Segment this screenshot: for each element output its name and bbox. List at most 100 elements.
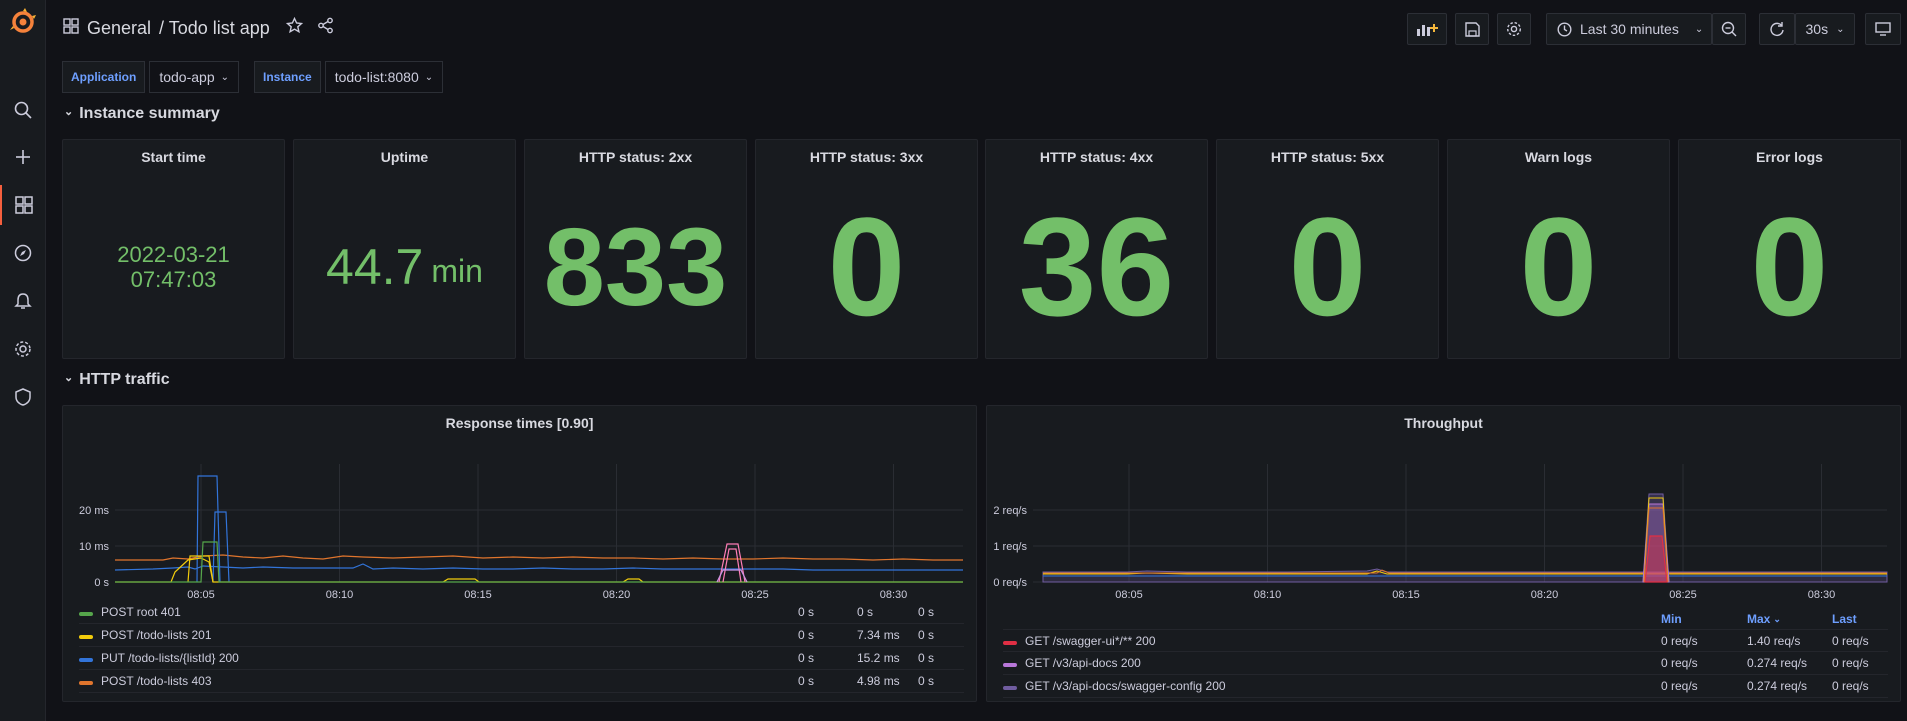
legend-header-min[interactable]: Min xyxy=(1661,612,1682,626)
dashboards-icon[interactable] xyxy=(0,185,46,225)
series-line xyxy=(212,511,230,583)
legend-max: 0.274 req/s xyxy=(1747,679,1808,693)
grafana-logo-icon[interactable] xyxy=(0,2,46,42)
stat-panel-start-time[interactable]: Start time 2022-03-21 07:47:03 xyxy=(62,139,285,359)
legend-series-name: POST /todo-lists 403 xyxy=(101,674,212,688)
page-title[interactable]: / Todo list app xyxy=(159,17,270,38)
throughput-legend: Min Max ⌄ Last GET /swagger-ui*/** 200 0 … xyxy=(1003,609,1888,699)
stat-panel-http-2xx[interactable]: HTTP status: 2xx 833 xyxy=(524,139,747,359)
legend-header-max-label: Max xyxy=(1747,612,1771,626)
panel-title: HTTP status: 3xx xyxy=(809,149,924,165)
share-icon[interactable] xyxy=(317,17,334,39)
legend-header-last[interactable]: Last xyxy=(1832,612,1857,626)
gear-icon[interactable] xyxy=(0,329,46,369)
legend-min: 0 req/s xyxy=(1661,633,1698,648)
chevron-down-icon: ⌄ xyxy=(64,371,74,384)
stat-panel-http-5xx[interactable]: HTTP status: 5xx 0 xyxy=(1216,139,1439,359)
refresh-interval-picker[interactable]: 30s ⌄ xyxy=(1795,13,1855,45)
application-select[interactable]: todo-app ⌄ xyxy=(149,61,240,93)
legend-swatch xyxy=(1003,640,1017,645)
series-line xyxy=(115,554,963,561)
response-times-chart[interactable]: 0 s 10 ms 20 ms 08:05 08:10 08:15 08:20 08:25 0… xyxy=(63,446,976,626)
legend-swatch xyxy=(79,658,93,662)
stat-value: 833 xyxy=(543,205,728,329)
panel-title: HTTP status: 2xx xyxy=(578,149,693,165)
y-tick-label: 1 req/s xyxy=(993,541,1027,553)
legend-swatch xyxy=(79,635,93,639)
legend-swatch xyxy=(1003,686,1017,690)
legend-max: 4.98 ms xyxy=(857,674,900,688)
dashboard-settings-button[interactable] xyxy=(1497,13,1531,45)
legend-last: 0 s xyxy=(918,651,935,665)
legend-series-name: GET /swagger-ui*/** 200 xyxy=(1025,633,1156,648)
refresh-button[interactable] xyxy=(1759,13,1795,45)
save-dashboard-button[interactable] xyxy=(1455,13,1489,45)
throughput-chart[interactable]: 0 req/s 1 req/s 2 req/s 08:05 08:10 08:15 08:… xyxy=(987,446,1900,626)
legend-row[interactable]: GET /v3/api-docs 200 0 req/s 0.274 req/s… xyxy=(1003,652,1888,675)
shield-icon[interactable] xyxy=(0,377,46,417)
legend-max: 7.34 ms xyxy=(857,628,900,642)
legend-row[interactable]: GET /swagger-ui*/** 200 0 req/s 1.40 req… xyxy=(1003,629,1888,652)
stat-panel-http-4xx[interactable]: HTTP status: 4xx 36 xyxy=(985,139,1208,359)
legend-swatch xyxy=(79,681,93,685)
stat-panel-error-logs[interactable]: Error logs 0 xyxy=(1678,139,1901,359)
panel-title: Error logs xyxy=(1756,149,1823,165)
panel-title: Warn logs xyxy=(1524,149,1593,165)
x-tick-label: 08:30 xyxy=(1808,589,1836,601)
stat-panel-warn-logs[interactable]: Warn logs 0 xyxy=(1447,139,1670,359)
top-bar: General / Todo list app Last 30 minutes … xyxy=(46,0,1907,58)
instance-select[interactable]: todo-list:8080 ⌄ xyxy=(324,61,444,93)
legend-min: 0 req/s xyxy=(1661,679,1698,693)
panel-title: HTTP status: 5xx xyxy=(1270,149,1385,165)
chevron-down-icon: ⌄ xyxy=(64,105,74,118)
cycle-view-mode-button[interactable] xyxy=(1865,13,1901,45)
search-icon[interactable] xyxy=(0,90,46,130)
stat-value-time: 07:47:03 xyxy=(130,267,217,292)
stat-value: 0 xyxy=(1519,188,1598,345)
series-line xyxy=(1643,507,1669,583)
legend-row[interactable]: POST /todo-lists 403 0 s 4.98 ms 0 s xyxy=(79,670,964,693)
dashboards-grid-icon xyxy=(63,17,79,39)
x-tick-label: 08:15 xyxy=(1392,589,1420,601)
zoom-out-button[interactable] xyxy=(1712,13,1746,45)
series-line xyxy=(722,548,742,583)
y-tick-label: 2 req/s xyxy=(993,505,1027,517)
panel-throughput[interactable]: Throughput 0 req/s 1 req/s 2 req/s 08:05 08… xyxy=(986,405,1901,702)
legend-last: 0 s xyxy=(918,674,935,688)
plus-icon[interactable] xyxy=(0,137,46,177)
x-tick-label: 08:25 xyxy=(741,589,769,601)
bell-alerting-icon[interactable] xyxy=(0,281,46,321)
series-line xyxy=(115,541,963,583)
legend-header-max[interactable]: Max ⌄ xyxy=(1747,609,1781,629)
row-http-traffic[interactable]: ⌄ HTTP traffic xyxy=(64,371,170,389)
legend-max: 0 s xyxy=(857,605,874,619)
legend-row[interactable]: PUT /todo-lists/{listId} 200 0 s 15.2 ms… xyxy=(79,647,964,670)
sort-desc-icon: ⌄ xyxy=(1773,613,1781,624)
legend-row[interactable]: POST /todo-lists 201 0 s 7.34 ms 0 s xyxy=(79,624,964,647)
panel-title: Uptime xyxy=(380,149,429,165)
series-line xyxy=(114,563,963,571)
star-icon[interactable] xyxy=(285,16,303,39)
stat-panel-uptime[interactable]: Uptime 44.7 min xyxy=(293,139,516,359)
legend-row[interactable]: GET /v3/api-docs/swagger-config 200 0 re… xyxy=(1003,675,1888,698)
chevron-down-icon: ⌄ xyxy=(1694,23,1704,35)
row-title-label: HTTP traffic xyxy=(79,371,170,388)
stat-panel-http-3xx[interactable]: HTTP status: 3xx 0 xyxy=(755,139,978,359)
add-panel-button[interactable] xyxy=(1407,13,1447,45)
legend-last: 0 req/s xyxy=(1832,656,1869,670)
response-times-legend: POST root 401 0 s 0 s 0 s POST /todo-lis… xyxy=(79,601,964,697)
variable-label-application: Application xyxy=(62,61,146,93)
legend-min: 0 s xyxy=(798,674,815,688)
x-tick-label: 08:20 xyxy=(1531,589,1559,601)
row-instance-summary[interactable]: ⌄ Instance summary xyxy=(64,105,220,123)
breadcrumb-folder-link[interactable]: General xyxy=(87,17,152,38)
panel-response-times[interactable]: Response times [0.90] 0 s 10 ms 20 ms 08:0… xyxy=(62,405,977,702)
explore-compass-icon[interactable] xyxy=(0,233,46,273)
legend-row[interactable]: POST root 401 0 s 0 s 0 s xyxy=(79,601,964,624)
legend-swatch xyxy=(79,612,93,616)
chevron-down-icon: ⌄ xyxy=(220,71,230,83)
sidebar xyxy=(0,0,46,721)
legend-series-name: PUT /todo-lists/{listId} 200 xyxy=(101,651,239,665)
time-range-picker[interactable]: Last 30 minutes ⌄ xyxy=(1546,13,1712,45)
x-tick-label: 08:05 xyxy=(1115,589,1143,601)
